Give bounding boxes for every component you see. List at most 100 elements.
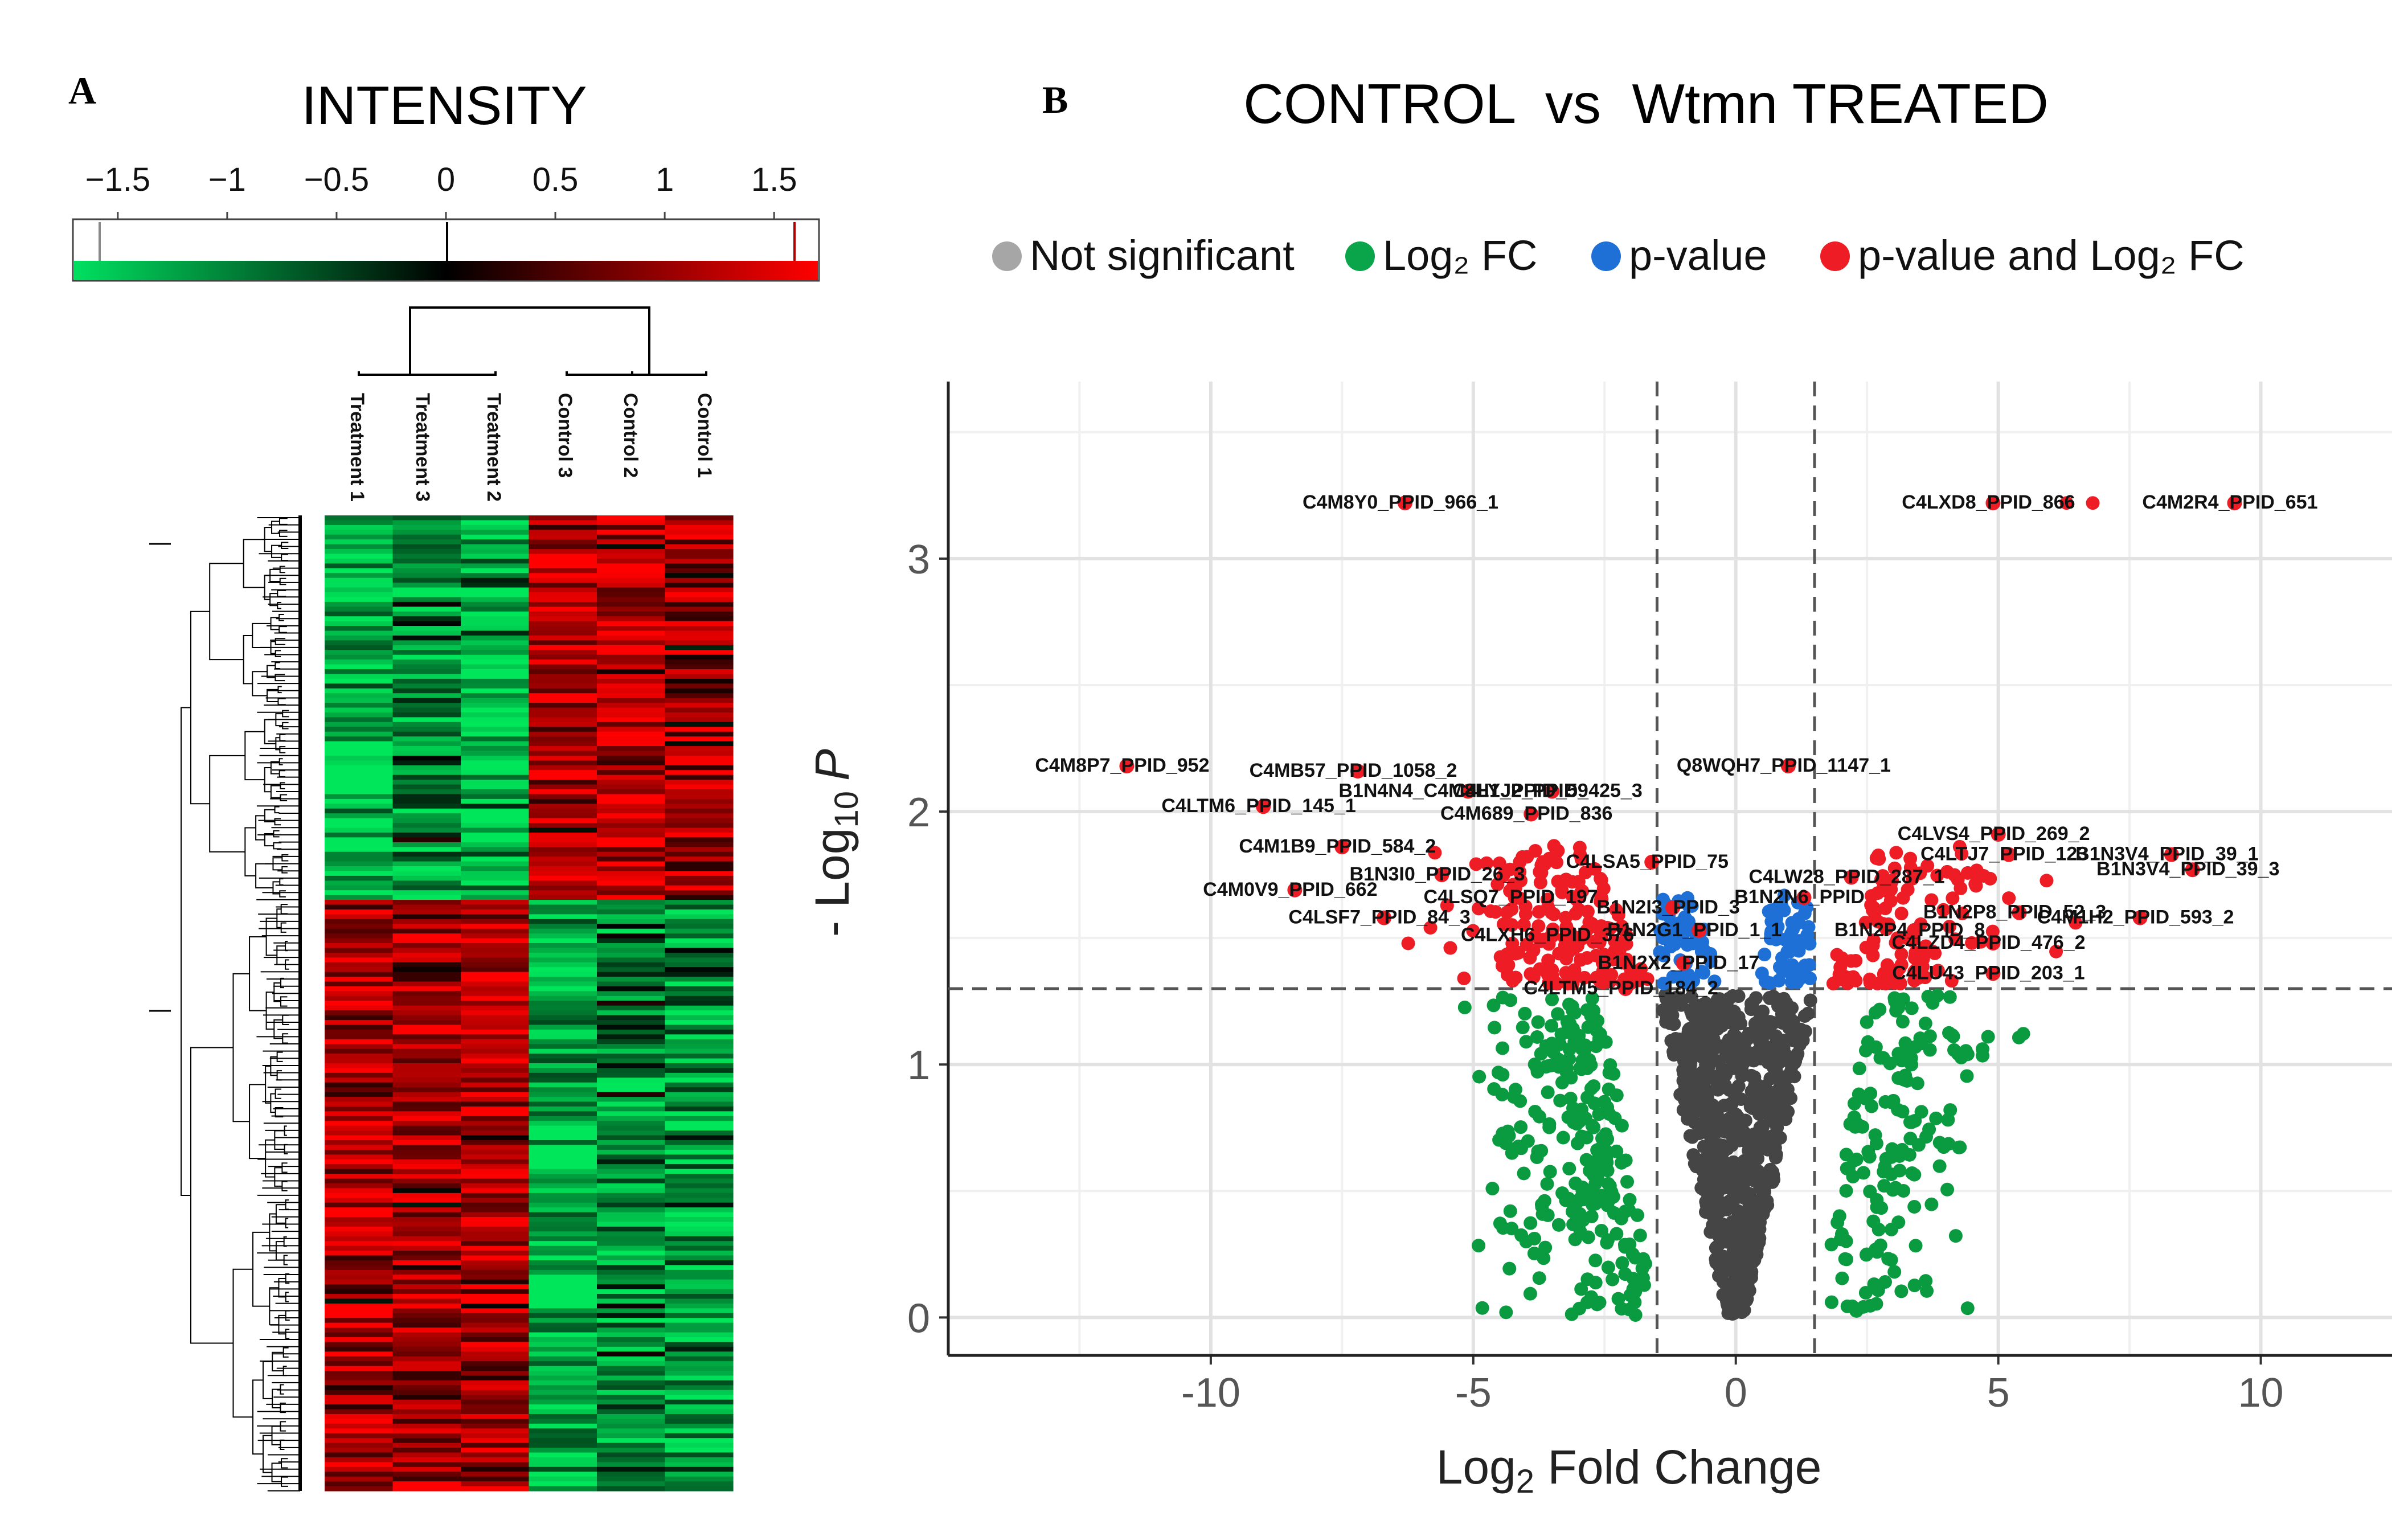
heatmap-cell — [529, 837, 597, 843]
volcano-point — [1581, 1230, 1595, 1244]
heatmap-cell — [597, 1125, 666, 1131]
heatmap-cell — [597, 650, 666, 655]
heatmap-cell — [325, 1217, 394, 1223]
heatmap-cell — [461, 890, 530, 896]
dendrogram-branch — [281, 854, 289, 862]
heatmap-cell — [461, 972, 530, 977]
heatmap-cell — [461, 1222, 530, 1227]
heatmap-cell — [392, 770, 461, 776]
heatmap-cell — [529, 1448, 597, 1453]
heatmap-cell — [461, 1145, 530, 1150]
dendrogram-branch — [273, 982, 281, 1002]
volcano-point — [1796, 1033, 1810, 1047]
heatmap-cell — [597, 688, 666, 694]
heatmap-cell — [325, 1222, 394, 1227]
heatmap-cell — [665, 1438, 734, 1444]
heatmap-cell — [325, 857, 394, 862]
volcano-point — [1568, 1006, 1582, 1020]
heatmap-cell — [461, 645, 530, 650]
heatmap-cell — [665, 1198, 734, 1203]
heatmap-cell — [392, 1260, 461, 1265]
heatmap-cell — [597, 972, 666, 977]
heatmap-cell — [665, 1419, 734, 1424]
heatmap-cell — [597, 1020, 666, 1026]
heatmap-cell — [665, 674, 734, 679]
heatmap-cell — [529, 755, 597, 761]
heatmap-cell — [461, 650, 530, 655]
heatmap-cell — [392, 1308, 461, 1314]
volcano-point — [1551, 843, 1565, 858]
heatmap-cell — [665, 981, 734, 987]
heatmap-cell — [665, 938, 734, 944]
heatmap-cell — [665, 654, 734, 660]
volcano-point — [1574, 1282, 1588, 1296]
heatmap-cell — [529, 1399, 597, 1405]
dendrogram-branch — [282, 710, 289, 718]
heatmap-cell — [392, 1072, 461, 1078]
volcano-point — [1496, 1041, 1510, 1055]
point-label: B1N3V4_PPID_39_1 — [2075, 843, 2258, 865]
volcano-point — [1523, 950, 1537, 965]
heatmap-cell — [665, 1236, 734, 1242]
heatmap-cell — [392, 1395, 461, 1400]
heatmap-cell — [392, 1452, 461, 1458]
heatmap-cell — [392, 938, 461, 944]
volcano-point — [1512, 1140, 1526, 1154]
heatmap-cell — [597, 544, 666, 550]
dendrogram-branch — [280, 922, 286, 933]
dendrogram-branch — [264, 767, 271, 793]
heatmap-cell — [325, 895, 394, 900]
volcano-point — [1895, 1014, 1910, 1029]
heatmap-cell — [461, 1140, 530, 1146]
volcano-point — [1697, 1153, 1711, 1167]
plot-points — [1119, 495, 2242, 1322]
heatmap-cell — [665, 717, 734, 723]
heatmap-cell — [325, 1255, 394, 1261]
heatmap-cell — [529, 1332, 597, 1338]
volcano-point — [1488, 1021, 1502, 1035]
point-label: Q8WQH7_PPID_1147_1 — [1677, 755, 1891, 776]
volcano-point — [1518, 1006, 1532, 1021]
x-axis-label: Log2 Fold Change — [1436, 1440, 1822, 1500]
heatmap-cell — [461, 640, 530, 646]
heatmap-cell — [461, 842, 530, 847]
heatmap-cell — [665, 1116, 734, 1121]
heatmap-cell — [392, 1174, 461, 1179]
volcano-point — [1594, 919, 1608, 933]
heatmap-cell — [597, 842, 666, 847]
heatmap-cell — [665, 592, 734, 598]
dendrogram-branch — [270, 1093, 276, 1113]
heatmap-cell — [325, 1380, 394, 1386]
heatmap-cell — [461, 1457, 530, 1462]
heatmap-cell — [665, 746, 734, 752]
heatmap-cell — [529, 1318, 597, 1324]
heatmap-cell — [392, 640, 461, 646]
heatmap-cell — [665, 770, 734, 776]
heatmap-cell — [597, 630, 666, 636]
heatmap-cell — [665, 1048, 734, 1054]
heatmap-cell — [461, 760, 530, 766]
heatmap-cell — [529, 640, 597, 646]
heatmap-cell — [597, 880, 666, 886]
heatmap-cell — [461, 991, 530, 997]
heatmap-cell — [597, 986, 666, 992]
dendrogram-branch — [276, 945, 286, 965]
volcano-point — [1699, 1184, 1713, 1198]
volcano-point — [1534, 1144, 1549, 1158]
heatmap-cell — [461, 741, 530, 747]
heatmap-cell — [529, 1260, 597, 1265]
volcano-point — [1531, 1015, 1545, 1029]
labeled-point — [1119, 759, 1135, 774]
heatmap-cell — [529, 563, 597, 569]
heatmap-cell — [597, 707, 666, 713]
volcano-point — [1516, 850, 1530, 864]
scale-tick-label: 1 — [656, 161, 674, 198]
volcano-point — [1769, 1148, 1783, 1162]
heatmap-cell — [325, 712, 394, 718]
heatmap-cell — [597, 1486, 666, 1492]
labeled-point — [1350, 764, 1366, 779]
heatmap-cell — [461, 765, 530, 771]
dendrogram-branch — [285, 1199, 289, 1210]
heatmap-cell — [392, 650, 461, 655]
heatmap-cell — [665, 659, 734, 665]
